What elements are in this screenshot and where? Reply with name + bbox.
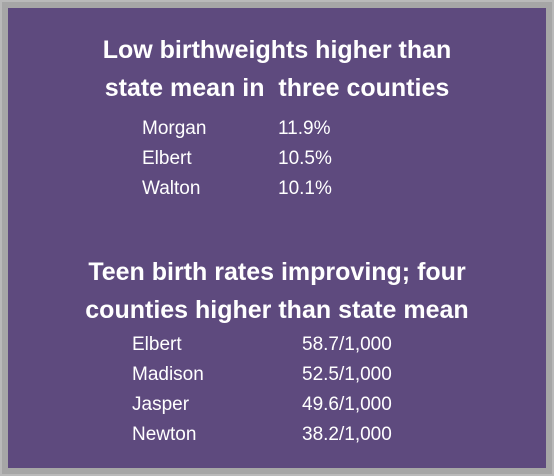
section-title: state mean in three counties <box>104 74 450 102</box>
county-value: 49.6/1,000 <box>302 394 392 415</box>
county-name: Morgan <box>142 118 207 139</box>
county-name: Elbert <box>142 148 192 169</box>
section-title: Low birthweights higher than <box>102 36 452 64</box>
county-name: Newton <box>132 424 197 445</box>
section-title: Teen birth rates improving; four <box>88 258 466 286</box>
county-value: 58.7/1,000 <box>302 334 392 355</box>
section-title: counties higher than state mean <box>85 296 469 324</box>
county-name: Elbert <box>132 334 182 355</box>
county-name: Jasper <box>132 394 190 415</box>
county-name: Walton <box>142 178 201 199</box>
county-value: 10.5% <box>278 148 332 169</box>
info-card: Low birthweights higher than state mean i… <box>8 8 546 468</box>
county-value: 10.1% <box>278 178 332 199</box>
county-name: Madison <box>132 364 204 385</box>
county-value: 38.2/1,000 <box>302 424 392 445</box>
county-value: 52.5/1,000 <box>302 364 392 385</box>
county-value: 11.9% <box>278 118 331 139</box>
